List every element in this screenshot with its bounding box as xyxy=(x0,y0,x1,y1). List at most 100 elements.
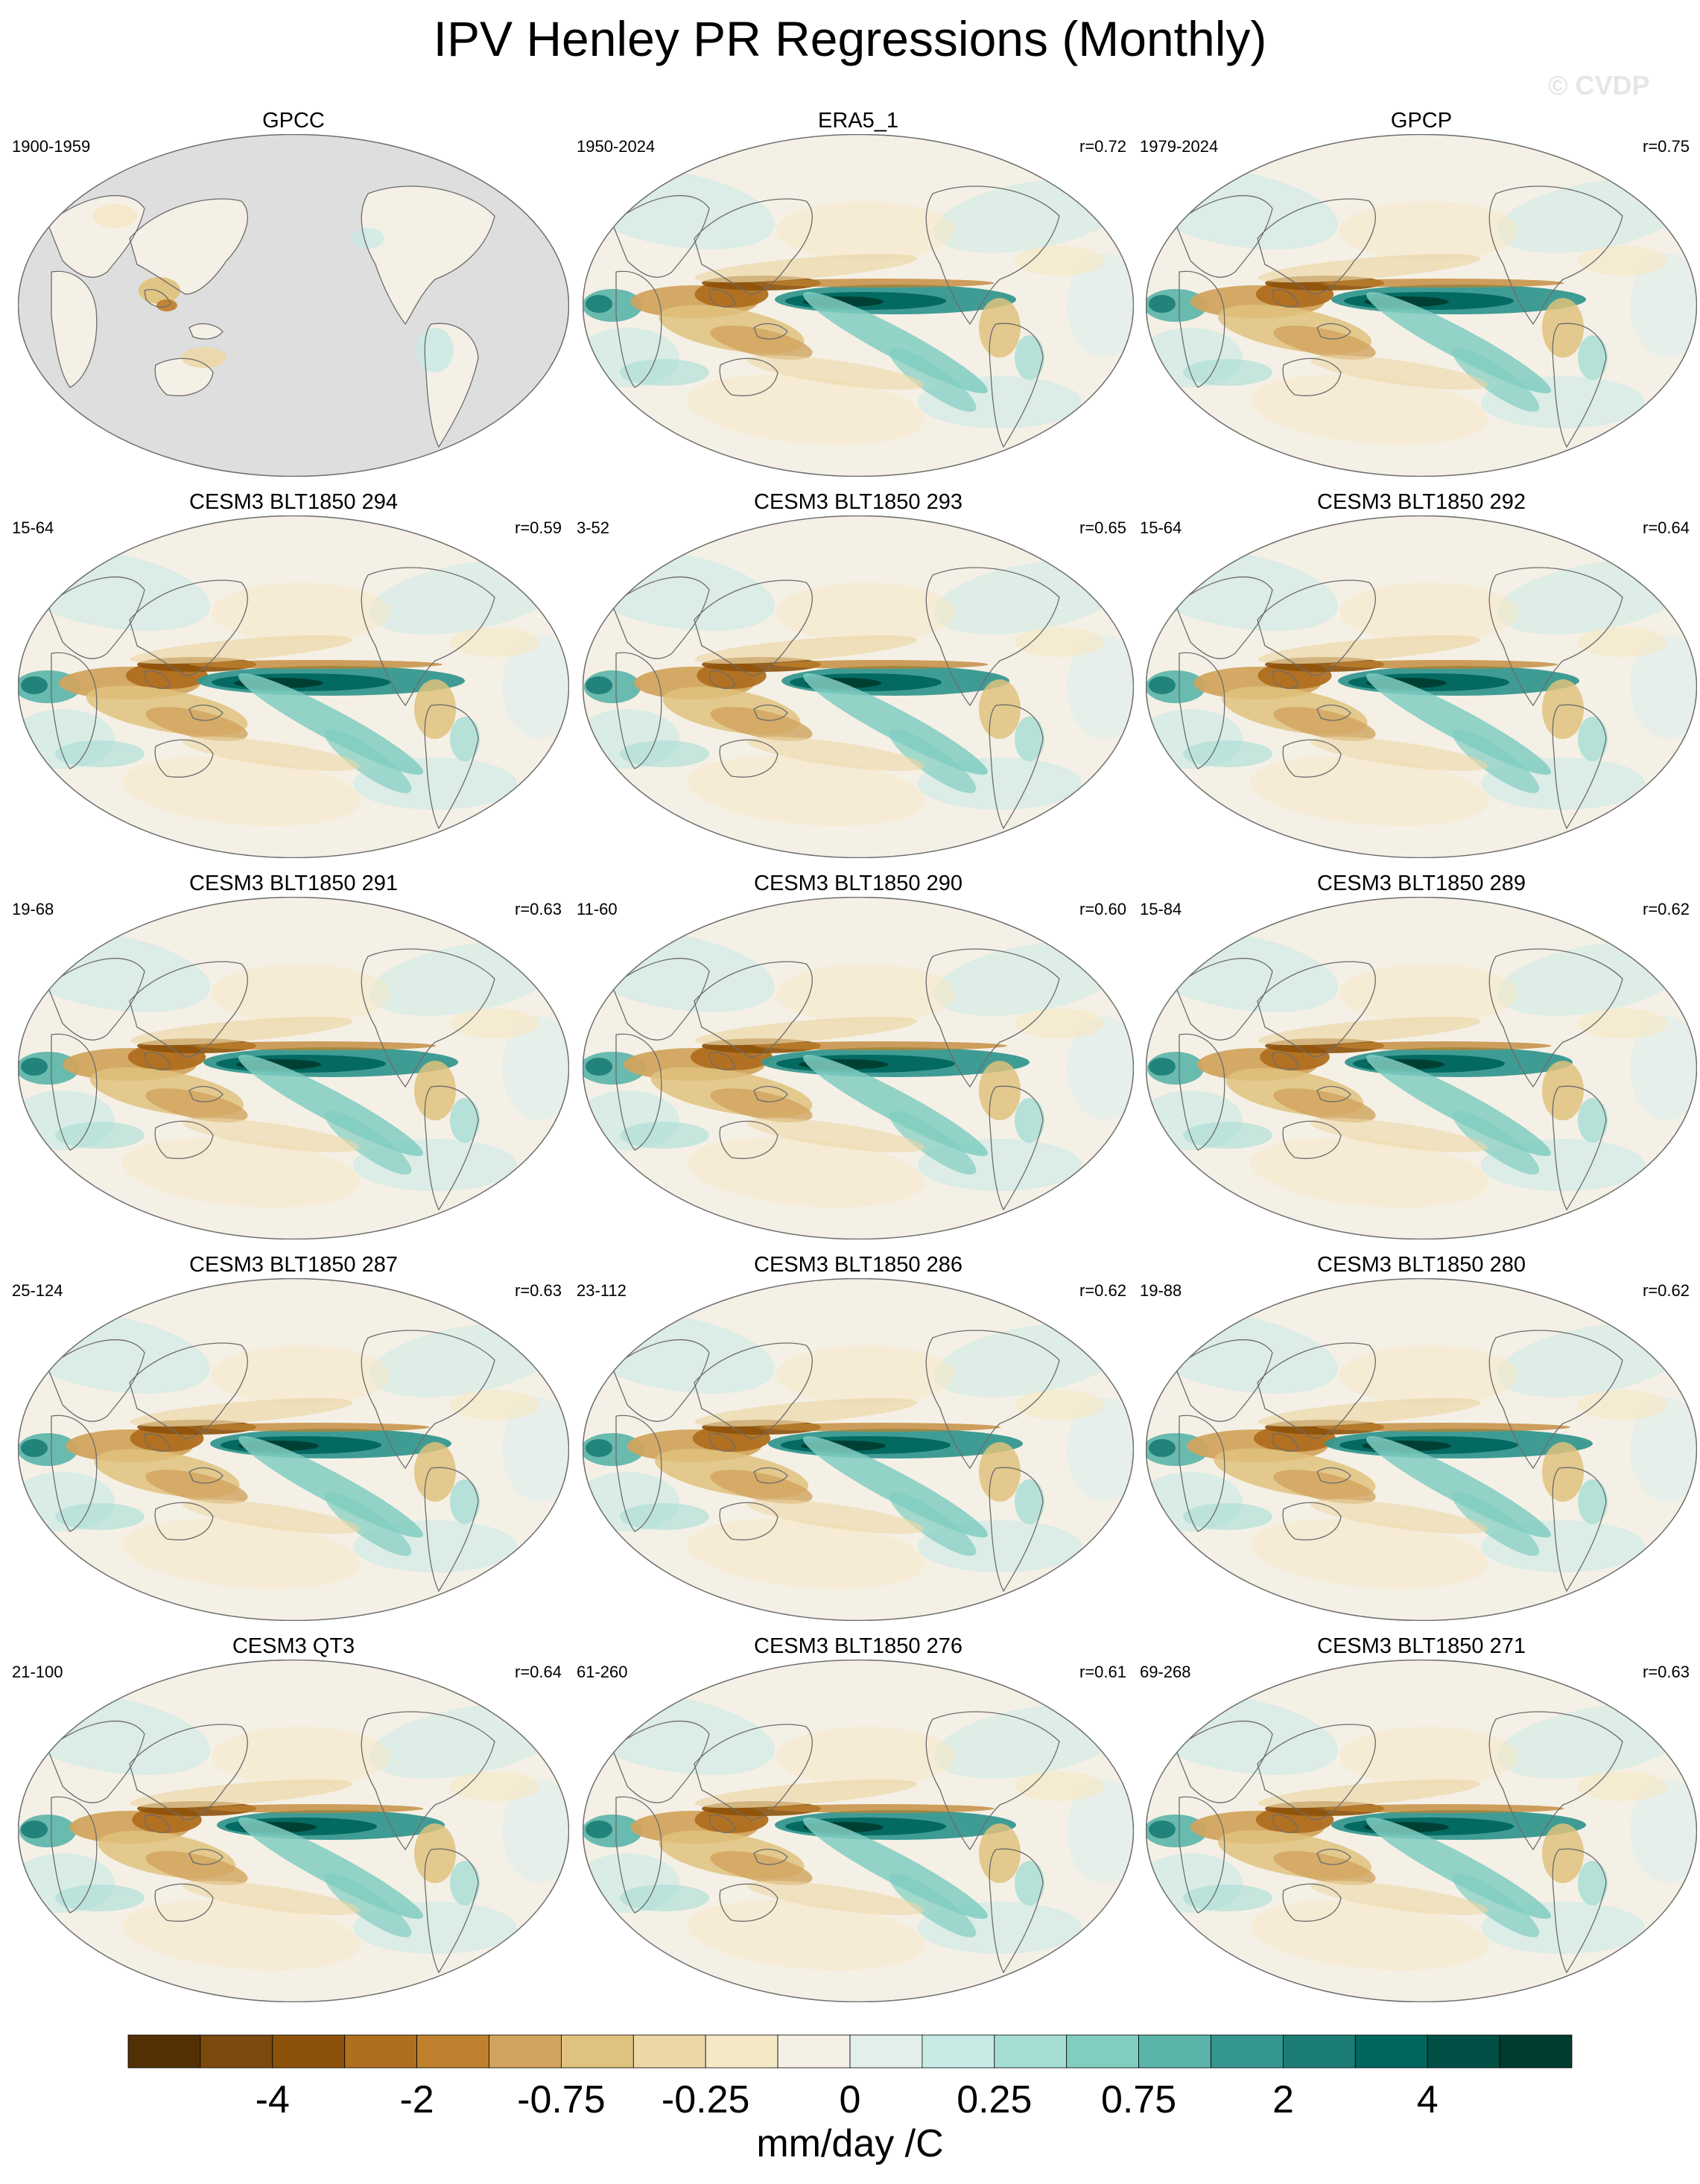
anomaly-region xyxy=(183,1117,360,1153)
coastline xyxy=(424,323,479,448)
map-svg xyxy=(1146,134,1697,477)
anomaly-region xyxy=(586,676,612,694)
anomaly-region xyxy=(773,660,989,669)
map-field xyxy=(18,897,569,1239)
coastline xyxy=(1257,198,1376,295)
map-field xyxy=(1146,1278,1697,1621)
map-field xyxy=(583,1660,1134,2002)
anomaly-region xyxy=(1578,1390,1667,1420)
anomaly-region xyxy=(710,1851,813,1885)
colorbar-swatch xyxy=(1066,2034,1139,2069)
anomaly-region xyxy=(450,1479,480,1524)
anomaly-region xyxy=(1250,756,1488,826)
anomaly-region xyxy=(1257,1016,1481,1046)
anomaly-region xyxy=(979,1823,1021,1883)
anomaly-region xyxy=(1542,1442,1584,1502)
panel-period: 19-68 xyxy=(12,900,54,918)
map-frame xyxy=(1146,134,1697,477)
coastline xyxy=(612,1339,710,1422)
map-frame xyxy=(583,1660,1134,2002)
watermark: © CVDP xyxy=(1548,70,1650,101)
map-field xyxy=(18,1660,569,2002)
anomaly-region xyxy=(145,1851,248,1885)
coastline xyxy=(47,957,145,1041)
map-frame xyxy=(18,1660,569,2002)
map-field xyxy=(583,897,1134,1239)
anomaly-region xyxy=(694,635,918,664)
anomaly-region xyxy=(1015,246,1104,276)
colorbar-tick-label: 4 xyxy=(1417,2078,1439,2121)
coastline xyxy=(989,704,1044,830)
coastline xyxy=(615,1415,662,1532)
anomaly-region xyxy=(55,1503,145,1530)
map-panel: CESM3 BLT1850 290 11-60 r=0.60 xyxy=(575,872,1141,1253)
coastline xyxy=(47,194,145,278)
anomaly-region xyxy=(450,717,480,761)
anomaly-region xyxy=(1015,1771,1104,1801)
map-field xyxy=(18,134,569,477)
anomaly-region xyxy=(694,1016,918,1046)
colorbar-tick-label: -4 xyxy=(256,2078,290,2121)
anomaly-region xyxy=(55,1122,145,1149)
coastline xyxy=(1179,1796,1225,1914)
coastline xyxy=(47,1720,145,1803)
anomaly-region xyxy=(130,1397,353,1427)
anomaly-region xyxy=(1452,729,1540,793)
map-panel: CESM3 BLT1850 271 69-268 r=0.63 xyxy=(1138,1634,1700,2016)
anomaly-region xyxy=(1149,1820,1176,1838)
coastline xyxy=(1488,185,1623,326)
map-svg xyxy=(1146,1660,1697,2002)
coastline xyxy=(925,185,1060,326)
anomaly-region xyxy=(1339,582,1518,642)
coastline xyxy=(719,1502,778,1540)
anomaly-region xyxy=(1067,635,1134,739)
anomaly-region xyxy=(450,1771,539,1801)
coastline xyxy=(925,1711,1060,1851)
map-svg xyxy=(18,515,569,858)
anomaly-region xyxy=(450,1098,480,1143)
anomaly-region xyxy=(620,1503,709,1530)
coastline xyxy=(1179,1415,1225,1532)
anomaly-region xyxy=(1273,707,1376,741)
anomaly-region xyxy=(586,1439,612,1457)
panel-title: CESM3 BLT1850 276 xyxy=(754,1634,962,1658)
anomaly-region xyxy=(1578,246,1667,276)
map-svg xyxy=(18,897,569,1239)
anomaly-region xyxy=(1630,253,1697,358)
panel-period: 11-60 xyxy=(577,900,618,918)
coastline xyxy=(615,270,662,388)
map-svg xyxy=(583,897,1134,1239)
anomaly-region xyxy=(1578,1098,1608,1143)
coastline xyxy=(719,1120,778,1159)
coastline xyxy=(612,1720,710,1803)
colorbar-tick-label: -2 xyxy=(399,2078,434,2121)
anomaly-region xyxy=(1339,964,1518,1023)
coastline xyxy=(1175,194,1273,278)
coastline xyxy=(424,704,479,830)
map-panel: CESM3 BLT1850 292 15-64 r=0.64 xyxy=(1138,490,1700,872)
colorbar-swatch xyxy=(344,2034,418,2069)
map-panel: CESM3 BLT1850 291 19-68 r=0.63 xyxy=(10,872,577,1253)
anomaly-region xyxy=(183,1880,360,1916)
coastline xyxy=(129,961,248,1058)
panel-period: 23-112 xyxy=(577,1281,627,1300)
colorbar-units: mm/day /C xyxy=(756,2122,944,2165)
coastline xyxy=(424,1085,479,1211)
coastline xyxy=(188,704,223,721)
coastline xyxy=(694,198,813,295)
anomaly-region xyxy=(1542,679,1584,739)
anomaly-region xyxy=(1578,1861,1608,1905)
anomaly-region xyxy=(1630,1016,1697,1120)
panel-title: CESM3 BLT1850 291 xyxy=(189,872,398,895)
coastline xyxy=(1257,961,1376,1058)
panel-period: 1900-1959 xyxy=(12,137,91,156)
colorbar-swatch xyxy=(705,2034,778,2069)
anomaly-region xyxy=(92,204,137,228)
map-field xyxy=(1146,134,1697,477)
map-field xyxy=(1146,515,1697,858)
coastline xyxy=(1282,1883,1342,1922)
coastline xyxy=(129,198,248,295)
colorbar-swatch xyxy=(127,2034,201,2069)
anomaly-region xyxy=(767,1804,995,1813)
anomaly-region xyxy=(1067,1397,1134,1502)
